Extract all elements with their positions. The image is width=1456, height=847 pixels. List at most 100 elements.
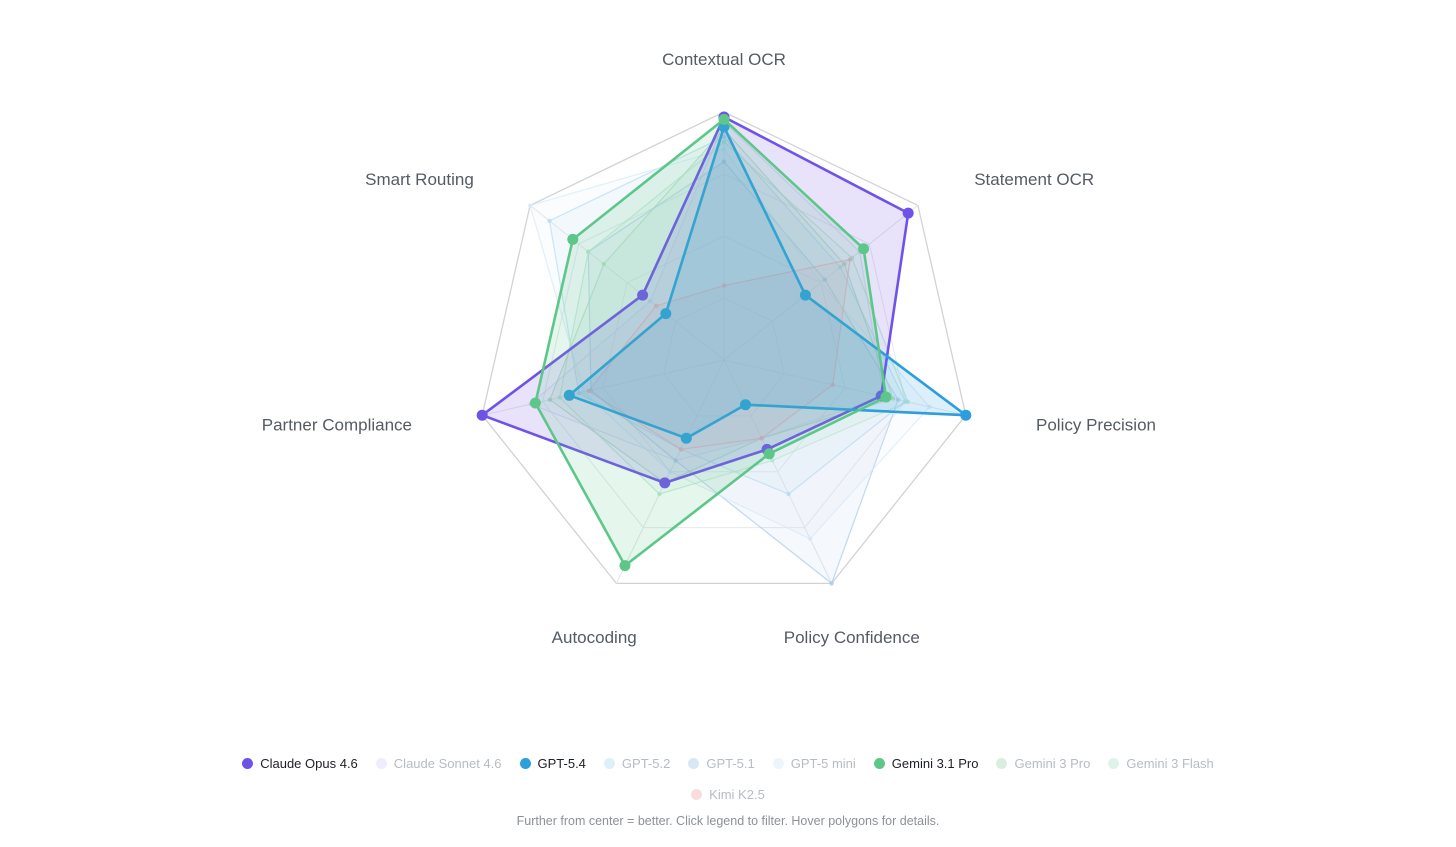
series-polygon[interactable]	[534, 118, 888, 567]
legend-item[interactable]: GPT-5.4	[519, 756, 586, 771]
legend-item[interactable]: Claude Opus 4.6	[242, 756, 358, 771]
data-point[interactable]	[563, 389, 575, 401]
data-point[interactable]	[527, 203, 533, 208]
data-point[interactable]	[842, 261, 847, 267]
series-polygon[interactable]	[558, 141, 909, 495]
data-point[interactable]	[721, 134, 727, 139]
data-point[interactable]	[557, 395, 562, 400]
series-gpt-5-4[interactable]	[563, 121, 972, 444]
legend-swatch	[375, 758, 387, 769]
data-point[interactable]	[476, 409, 488, 421]
series-kimi-k2-5[interactable]	[586, 257, 853, 452]
legend-item[interactable]: Gemini 3.1 Pro	[873, 756, 979, 771]
series-polygon[interactable]	[549, 128, 894, 484]
data-point[interactable]	[786, 491, 791, 497]
data-point[interactable]	[547, 397, 553, 402]
grid-spoke	[723, 359, 966, 416]
legend-item[interactable]: GPT-5.2	[603, 756, 670, 771]
legend-item[interactable]: Claude Sonnet 4.6	[375, 756, 502, 771]
series-claude-opus-4-6[interactable]	[476, 111, 914, 489]
series-polygon[interactable]	[480, 115, 910, 485]
data-point[interactable]	[721, 147, 727, 152]
grid-ring	[481, 111, 967, 585]
data-point[interactable]	[770, 458, 775, 463]
series-polygon[interactable]	[529, 148, 931, 540]
data-point[interactable]	[858, 243, 870, 255]
grid-ring	[602, 235, 846, 473]
legend-label: GPT-5 mini	[790, 756, 856, 771]
data-point[interactable]	[718, 113, 730, 125]
data-point[interactable]	[905, 399, 910, 405]
data-point[interactable]	[660, 308, 672, 320]
data-point[interactable]	[829, 581, 834, 586]
series-polygon[interactable]	[567, 125, 968, 440]
legend-swatch	[519, 758, 531, 769]
data-point[interactable]	[653, 303, 659, 309]
axis-label: Autocoding	[552, 628, 637, 647]
axis-label: Partner Compliance	[262, 416, 412, 435]
data-point[interactable]	[927, 404, 932, 410]
data-point[interactable]	[547, 218, 552, 223]
data-point[interactable]	[668, 469, 673, 474]
legend-swatch	[1108, 758, 1120, 769]
legend-label: Gemini 3 Flash	[1126, 756, 1214, 771]
data-point[interactable]	[529, 397, 541, 409]
data-point[interactable]	[847, 257, 853, 262]
legend-swatch	[996, 758, 1008, 769]
data-point[interactable]	[902, 207, 914, 219]
series-polygon[interactable]	[587, 258, 851, 450]
data-point[interactable]	[822, 277, 827, 282]
data-point[interactable]	[960, 409, 972, 421]
axis-label: Policy Precision	[1036, 416, 1156, 435]
data-point[interactable]	[637, 289, 649, 301]
data-point[interactable]	[673, 458, 678, 463]
legend-swatch	[242, 758, 254, 769]
data-point[interactable]	[799, 289, 811, 301]
data-point[interactable]	[721, 283, 727, 288]
data-point[interactable]	[759, 436, 764, 441]
legend-swatch	[603, 758, 615, 769]
data-point[interactable]	[659, 477, 671, 489]
data-point[interactable]	[807, 536, 813, 541]
data-point[interactable]	[680, 432, 692, 444]
data-point[interactable]	[891, 396, 896, 401]
data-point[interactable]	[838, 265, 843, 270]
data-point[interactable]	[678, 447, 684, 452]
series-gemini-3-flash[interactable]	[557, 139, 910, 497]
data-point[interactable]	[740, 399, 751, 411]
legend-swatch	[772, 758, 784, 769]
legend-item[interactable]: Kimi K2.5	[691, 787, 765, 802]
data-point[interactable]	[830, 382, 835, 387]
legend-swatch	[688, 758, 700, 769]
data-point[interactable]	[581, 389, 586, 395]
legend-overflow: Kimi K2.5	[0, 787, 1456, 802]
data-point[interactable]	[763, 448, 775, 460]
data-point[interactable]	[586, 388, 591, 394]
data-point[interactable]	[586, 249, 591, 254]
legend-swatch	[691, 789, 703, 800]
legend-item[interactable]: Gemini 3 Pro	[996, 756, 1090, 771]
data-point[interactable]	[619, 560, 631, 572]
axis-label: Smart Routing	[365, 170, 474, 189]
data-point[interactable]	[576, 390, 582, 396]
grid-spoke	[482, 359, 725, 416]
data-point[interactable]	[721, 159, 727, 164]
legend-item[interactable]: Gemini 3 Flash	[1108, 756, 1214, 771]
data-point[interactable]	[818, 280, 824, 285]
data-point[interactable]	[601, 261, 606, 267]
series-gpt-5-mini[interactable]	[527, 147, 932, 541]
data-point[interactable]	[880, 391, 892, 403]
data-point[interactable]	[721, 139, 727, 144]
legend-item[interactable]: GPT-5.1	[688, 756, 755, 771]
legend-item[interactable]: GPT-5 mini	[772, 756, 856, 771]
data-point[interactable]	[895, 397, 901, 402]
axis-label: Policy Confidence	[784, 628, 920, 647]
series-polygon[interactable]	[587, 161, 899, 585]
data-point[interactable]	[567, 233, 579, 245]
series-gemini-3-1-pro[interactable]	[529, 113, 892, 572]
data-point[interactable]	[657, 491, 662, 497]
legend-label: Gemini 3.1 Pro	[891, 756, 979, 771]
data-point[interactable]	[648, 299, 653, 304]
grid-ring	[542, 173, 906, 529]
legend: Claude Opus 4.6 Claude Sonnet 4.6 GPT-5.4 G…	[0, 756, 1456, 771]
